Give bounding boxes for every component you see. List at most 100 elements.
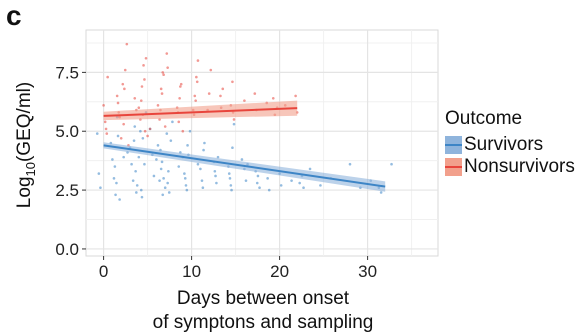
legend-key-line — [445, 166, 462, 168]
data-point-nonsurvivors — [143, 129, 147, 133]
data-point-survivors — [216, 155, 220, 159]
data-point-nonsurvivors — [161, 71, 165, 74]
data-point-nonsurvivors — [105, 132, 109, 135]
data-point-survivors — [167, 169, 170, 173]
data-point-nonsurvivors — [294, 94, 297, 98]
data-point-nonsurvivors — [207, 92, 211, 95]
data-point-nonsurvivors — [119, 136, 123, 140]
legend-key-line — [445, 144, 462, 146]
x-tick-label: 30 — [358, 262, 377, 281]
data-point-nonsurvivors — [271, 96, 275, 100]
y-tick-label: 7.5 — [55, 63, 79, 82]
panel-label: c — [6, 0, 22, 31]
data-point-survivors — [118, 198, 121, 201]
data-point-nonsurvivors — [160, 92, 164, 95]
data-point-nonsurvivors — [146, 134, 149, 138]
data-point-nonsurvivors — [104, 127, 108, 131]
data-point-nonsurvivors — [156, 104, 160, 107]
data-point-survivors — [112, 177, 116, 180]
data-point-survivors — [140, 195, 144, 199]
data-point-nonsurvivors — [116, 101, 120, 105]
data-point-survivors — [177, 165, 181, 168]
data-point-survivors — [298, 181, 301, 185]
legend: Outcome Survivors Nonsurvivors — [445, 108, 587, 178]
data-point-nonsurvivors — [179, 85, 182, 88]
data-point-nonsurvivors — [144, 56, 148, 60]
data-point-nonsurvivors — [122, 122, 125, 126]
data-point-nonsurvivors — [106, 75, 109, 79]
data-point-nonsurvivors — [137, 106, 141, 109]
data-point-survivors — [152, 174, 156, 178]
data-point-nonsurvivors — [209, 68, 213, 72]
data-point-nonsurvivors — [179, 82, 183, 86]
data-point-survivors — [213, 169, 217, 173]
x-tick-label: 0 — [99, 262, 108, 281]
data-point-survivors — [390, 162, 393, 166]
legend-key-nonsurvivors — [445, 158, 462, 176]
data-point-survivors — [97, 172, 101, 175]
axes: 0 10 20 30 0.0 2.5 5.0 7.5 — [55, 63, 377, 281]
confidence-band-nonsurvivors — [103, 100, 298, 121]
data-point-survivors — [135, 191, 138, 194]
data-point-nonsurvivors — [123, 68, 127, 72]
data-point-survivors — [232, 122, 236, 126]
data-point-survivors — [171, 120, 174, 124]
data-point-nonsurvivors — [142, 64, 145, 67]
data-point-survivors — [215, 181, 218, 185]
legend-label-survivors: Survivors — [464, 134, 544, 155]
data-point-survivors — [130, 162, 133, 166]
data-point-survivors — [184, 184, 188, 187]
data-point-nonsurvivors — [102, 104, 105, 107]
data-point-survivors — [202, 148, 205, 152]
data-point-survivors — [111, 158, 114, 161]
data-point-survivors — [155, 158, 158, 161]
data-point-survivors — [302, 186, 305, 190]
legend-item-survivors: Survivors — [445, 134, 587, 156]
data-point-nonsurvivors — [231, 80, 234, 84]
data-point-nonsurvivors — [195, 80, 199, 84]
data-point-survivors — [244, 179, 248, 182]
data-point-survivors — [231, 146, 234, 150]
data-point-nonsurvivors — [159, 87, 163, 91]
data-point-nonsurvivors — [181, 129, 185, 133]
data-point-nonsurvivors — [115, 94, 119, 98]
data-point-nonsurvivors — [103, 120, 107, 124]
data-point-nonsurvivors — [166, 66, 169, 69]
legend-item-nonsurvivors: Nonsurvivors — [445, 156, 587, 178]
data-point-survivors — [115, 181, 118, 185]
data-point-survivors — [161, 193, 165, 197]
data-point-nonsurvivors — [219, 94, 222, 98]
data-point-survivors — [99, 186, 102, 190]
data-point-survivors — [203, 141, 206, 145]
data-point-nonsurvivors — [193, 94, 197, 98]
data-point-nonsurvivors — [140, 85, 144, 88]
data-point-survivors — [308, 167, 312, 171]
x-tick-label: 10 — [182, 262, 201, 281]
data-point-survivors — [185, 188, 189, 192]
data-point-survivors — [256, 174, 260, 178]
trend-line-survivors — [103, 144, 386, 188]
legend-key-survivors — [445, 136, 462, 154]
data-point-survivors — [199, 167, 202, 171]
data-point-survivors — [229, 184, 233, 187]
data-point-nonsurvivors — [253, 92, 257, 95]
data-point-survivors — [116, 134, 120, 138]
data-point-survivors — [201, 186, 205, 190]
data-point-survivors — [255, 181, 259, 185]
data-point-survivors — [133, 125, 137, 128]
y-tick-label: 5.0 — [55, 122, 79, 141]
data-point-survivors — [159, 167, 163, 171]
data-point-survivors — [240, 158, 244, 161]
data-point-survivors — [162, 177, 165, 180]
data-point-survivors — [131, 179, 135, 182]
plot-background — [85, 29, 439, 257]
data-point-survivors — [166, 181, 169, 185]
y-axis-label: Log10(GEQ/ml) — [14, 82, 38, 208]
data-point-survivors — [113, 165, 117, 168]
data-point-nonsurvivors — [232, 118, 236, 121]
data-point-survivors — [95, 132, 99, 135]
data-point-nonsurvivors — [194, 99, 197, 102]
data-point-survivors — [228, 177, 232, 180]
